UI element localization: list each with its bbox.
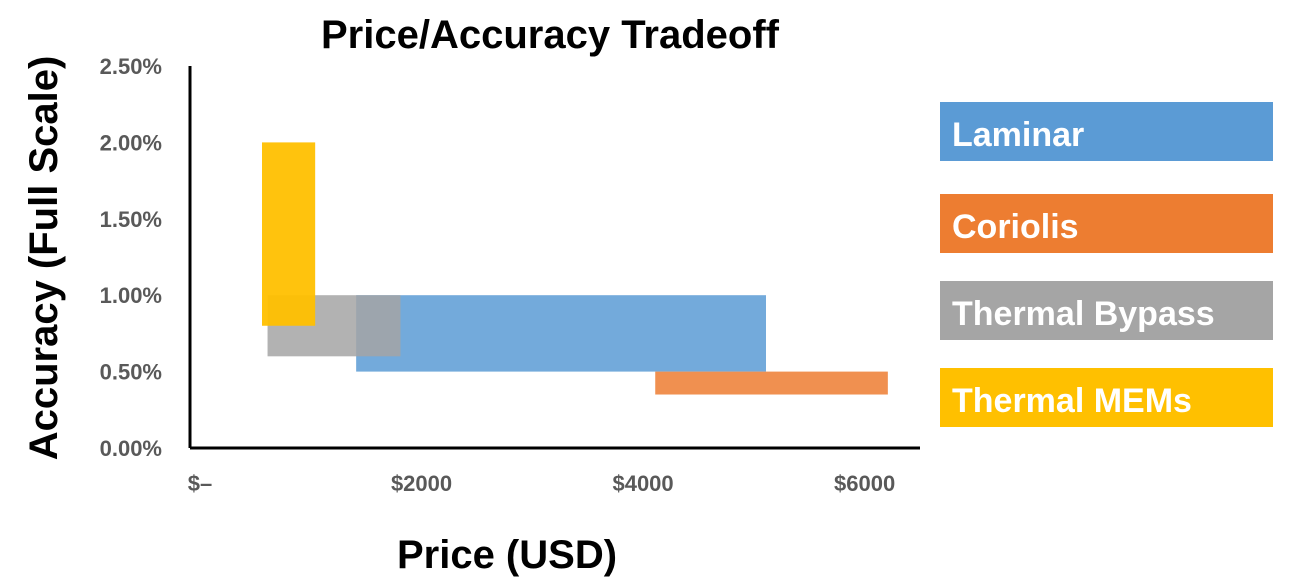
y-tick-labels: 0.00% 0.50% 1.00% 1.50% 2.00% 2.50% — [100, 54, 162, 461]
legend-swatch-thermal-bypass — [940, 281, 1273, 340]
legend-label-thermal-bypass: Thermal Bypass — [952, 295, 1215, 333]
y-tick-label: 1.50% — [100, 207, 162, 232]
legend-label-coriolis: Coriolis — [952, 208, 1079, 246]
range-bar-coriolis — [655, 371, 888, 395]
chart-title: Price/Accuracy Tradeoff — [321, 13, 780, 57]
y-tick-label: 2.00% — [100, 130, 162, 155]
x-tick-label: $– — [188, 471, 212, 496]
legend-label-laminar: Laminar — [952, 116, 1084, 154]
legend-swatch-laminar — [940, 102, 1273, 161]
y-tick-label: 0.00% — [100, 436, 162, 461]
x-tick-label: $2000 — [391, 471, 452, 496]
x-tick-label: $6000 — [834, 471, 895, 496]
x-tick-label: $4000 — [612, 471, 673, 496]
y-axis-title: Accuracy (Full Scale) — [22, 56, 66, 461]
legend: Laminar Coriolis Thermal Bypass Thermal MEM… — [940, 102, 1273, 427]
y-tick-label: 1.00% — [100, 283, 162, 308]
y-tick-label: 2.50% — [100, 54, 162, 79]
legend-swatch-coriolis — [940, 194, 1273, 253]
range-bar-thermal-mems — [262, 142, 316, 326]
legend-swatch-thermal-mems — [940, 368, 1273, 427]
range-bar-laminar — [356, 295, 766, 372]
x-axis-title: Price (USD) — [397, 533, 617, 577]
plot-area — [262, 142, 888, 395]
x-tick-labels: $– $2000 $4000 $6000 — [188, 471, 895, 496]
legend-label-thermal-mems: Thermal MEMs — [952, 382, 1192, 420]
y-tick-label: 0.50% — [100, 360, 162, 385]
